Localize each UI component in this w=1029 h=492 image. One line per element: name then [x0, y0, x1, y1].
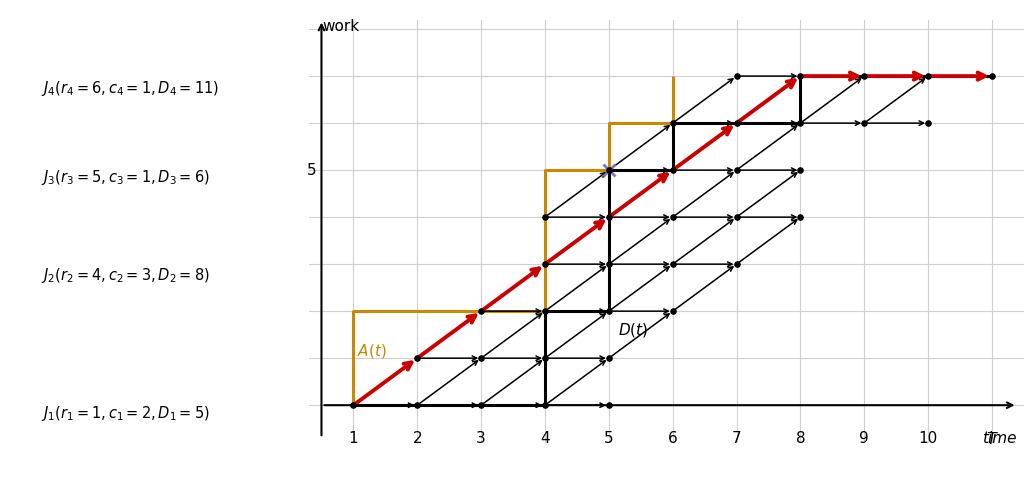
Point — [792, 72, 809, 80]
Point — [729, 260, 745, 268]
Point — [984, 72, 1000, 80]
Point — [601, 354, 617, 362]
Point — [665, 119, 681, 127]
Point — [601, 307, 617, 315]
Point — [665, 307, 681, 315]
Point — [920, 72, 936, 80]
Point — [665, 260, 681, 268]
Text: $A(t)$: $A(t)$ — [357, 342, 386, 360]
Point — [473, 401, 490, 409]
Point — [729, 119, 745, 127]
Point — [601, 166, 617, 174]
Point — [473, 307, 490, 315]
Text: time: time — [982, 431, 1017, 446]
Point — [920, 119, 936, 127]
Text: $J_1(r_1{=}1, c_1{=}2, D_1{=}5)$: $J_1(r_1{=}1, c_1{=}2, D_1{=}5)$ — [41, 404, 210, 423]
Point — [345, 401, 361, 409]
Text: $J_2(r_2{=}4, c_2{=}3, D_2{=}8)$: $J_2(r_2{=}4, c_2{=}3, D_2{=}8)$ — [41, 266, 210, 285]
Point — [473, 354, 490, 362]
Point — [537, 213, 554, 221]
Point — [601, 401, 617, 409]
Text: 7: 7 — [732, 431, 741, 446]
Point — [856, 72, 873, 80]
Point — [537, 354, 554, 362]
Text: 10: 10 — [919, 431, 937, 446]
Text: $J_4(r_4{=}6, c_4{=}1, D_4{=}11)$: $J_4(r_4{=}6, c_4{=}1, D_4{=}11)$ — [41, 79, 219, 98]
Point — [665, 213, 681, 221]
Point — [792, 213, 809, 221]
Point — [792, 119, 809, 127]
Point — [729, 72, 745, 80]
Text: work: work — [323, 19, 360, 34]
Point — [665, 166, 681, 174]
Point — [601, 260, 617, 268]
Text: 2: 2 — [413, 431, 422, 446]
Point — [537, 307, 554, 315]
Point — [792, 166, 809, 174]
Point — [537, 260, 554, 268]
Point — [409, 354, 425, 362]
Text: $T$: $T$ — [986, 431, 998, 447]
Point — [729, 213, 745, 221]
Text: $D(t)$: $D(t)$ — [618, 321, 648, 339]
Point — [729, 166, 745, 174]
Point — [409, 401, 425, 409]
Text: 1: 1 — [349, 431, 358, 446]
Point — [856, 119, 873, 127]
Text: $J_3(r_3{=}5, c_3{=}1, D_3{=}6)$: $J_3(r_3{=}5, c_3{=}1, D_3{=}6)$ — [41, 168, 210, 186]
Text: 3: 3 — [476, 431, 486, 446]
Point — [601, 213, 617, 221]
Text: 5: 5 — [307, 163, 317, 178]
Point — [537, 401, 554, 409]
Text: 8: 8 — [795, 431, 805, 446]
Text: 5: 5 — [604, 431, 613, 446]
Text: 9: 9 — [859, 431, 870, 446]
Text: 4: 4 — [540, 431, 549, 446]
Text: 6: 6 — [668, 431, 677, 446]
